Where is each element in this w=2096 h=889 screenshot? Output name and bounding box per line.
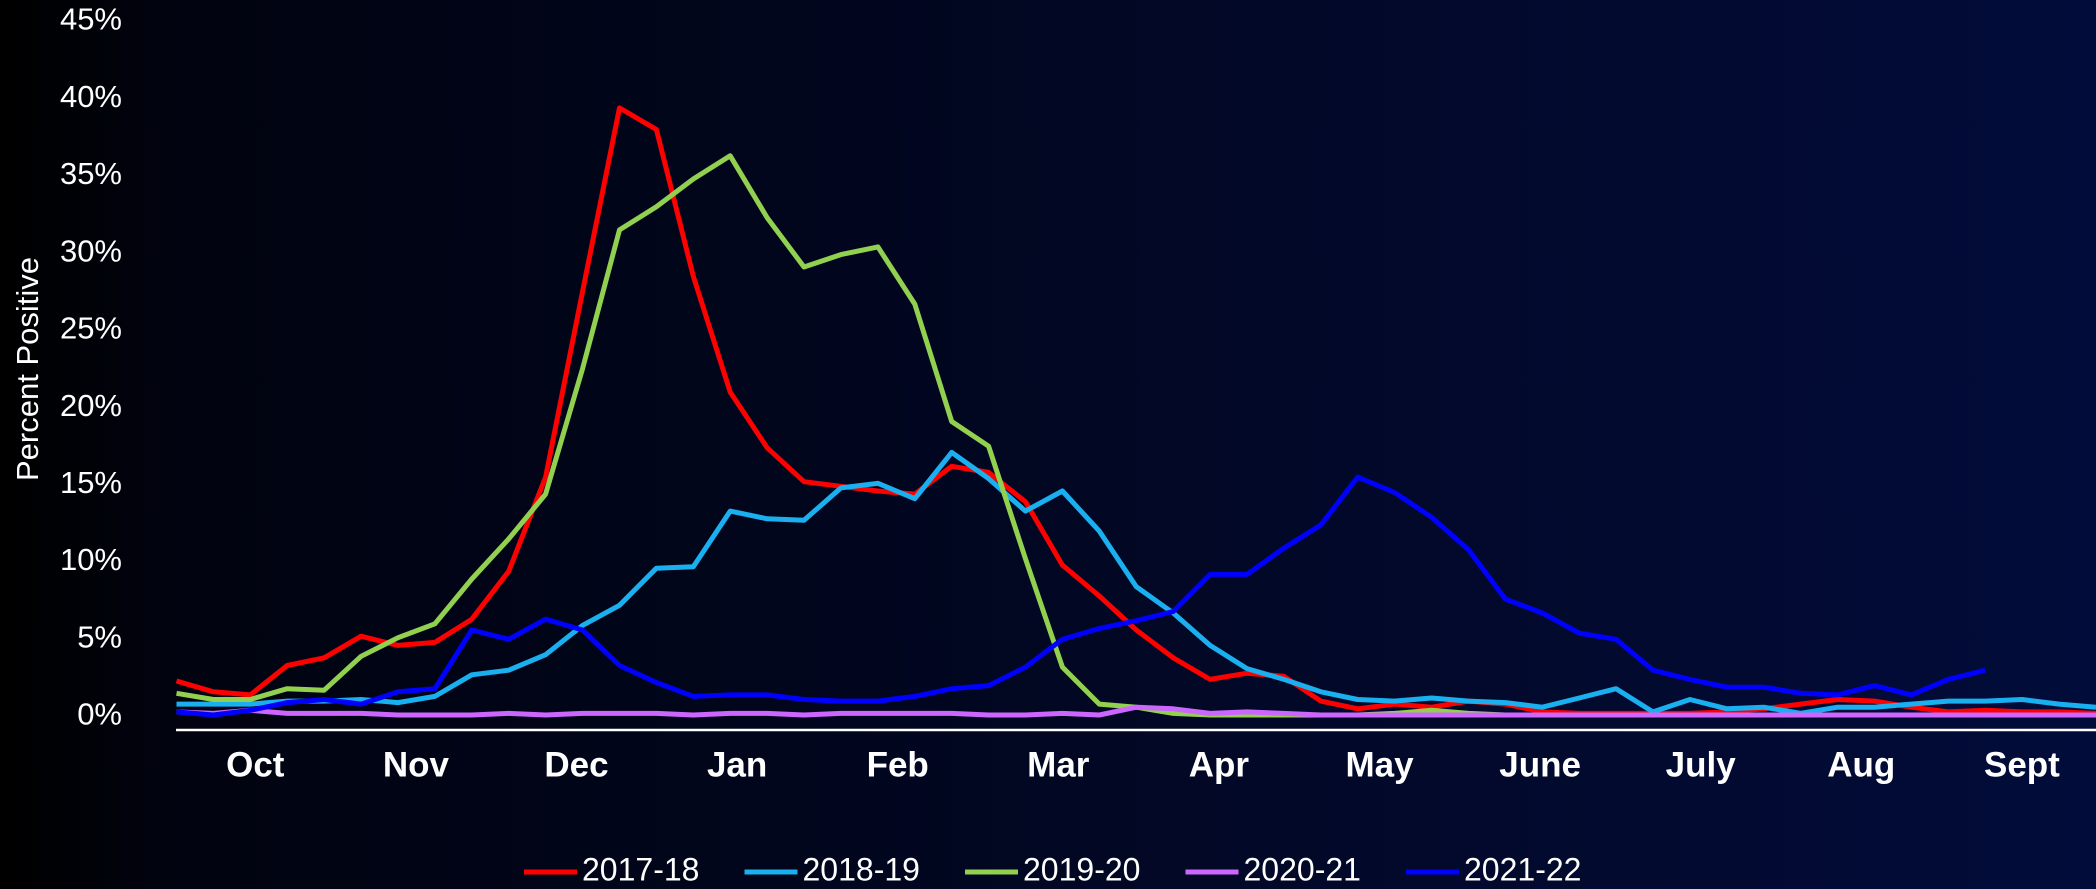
- series-line: [176, 474, 1986, 718]
- y-tick-label: 10%: [60, 542, 122, 577]
- legend-label: 2017-18: [582, 851, 699, 887]
- x-tick-label: Feb: [867, 745, 929, 784]
- x-tick-label: Sept: [1984, 745, 2060, 784]
- y-tick-label: 40%: [60, 79, 122, 114]
- y-tick-label: 5%: [77, 619, 122, 654]
- x-tick-label: June: [1499, 745, 1581, 784]
- y-tick-label: 20%: [60, 388, 122, 423]
- x-tick-label: Aug: [1827, 745, 1895, 784]
- y-tick-label: 15%: [60, 465, 122, 500]
- series-line: [176, 704, 2096, 718]
- x-tick-label: Jan: [707, 745, 767, 784]
- legend-label: 2018-19: [803, 851, 920, 887]
- y-axis-label: Percent Positive: [10, 257, 45, 481]
- y-tick-label: 25%: [60, 311, 122, 346]
- x-tick-label: Nov: [383, 745, 450, 784]
- x-tick-label: Mar: [1027, 745, 1090, 784]
- legend-label: 2021-22: [1464, 851, 1581, 887]
- legend-label: 2020-21: [1244, 851, 1361, 887]
- y-tick-label: 0%: [77, 697, 122, 732]
- y-tick-label: 30%: [60, 233, 122, 268]
- x-tick-label: May: [1345, 745, 1414, 784]
- x-tick-label: Apr: [1189, 745, 1250, 784]
- x-tick-label: July: [1666, 745, 1737, 784]
- x-tick-label: Oct: [226, 745, 285, 784]
- legend-label: 2019-20: [1023, 851, 1140, 887]
- y-tick-label: 45%: [60, 2, 122, 37]
- x-tick-label: Dec: [544, 745, 608, 784]
- y-tick-label: 35%: [60, 156, 122, 191]
- series-line: [176, 449, 2096, 716]
